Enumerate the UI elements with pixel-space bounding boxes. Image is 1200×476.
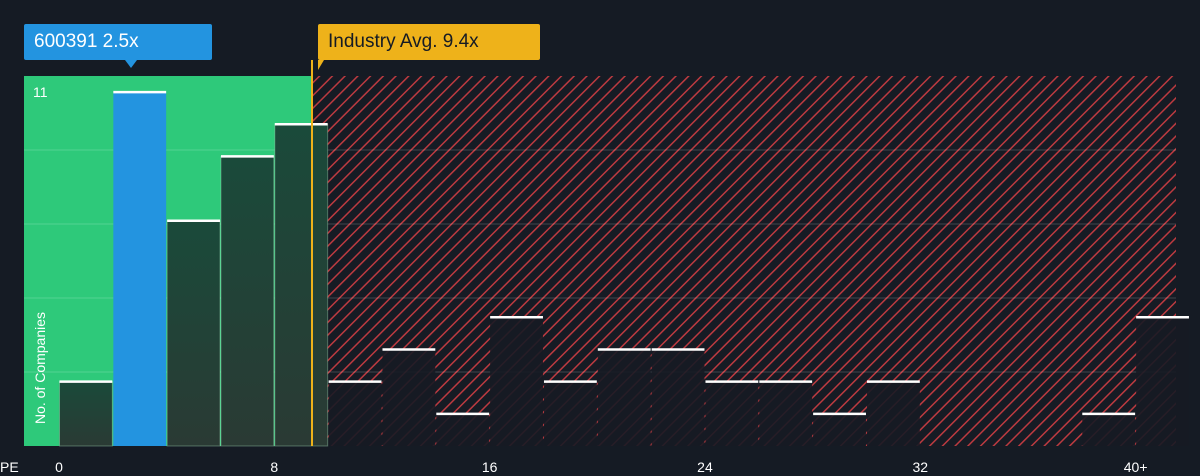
histogram-bar (866, 381, 920, 446)
histogram-bar (490, 317, 543, 446)
histogram-bar (166, 220, 221, 447)
histogram-bar (382, 349, 436, 446)
x-tick-label: 24 (697, 459, 713, 475)
histogram-bar (705, 381, 759, 446)
histogram-bar (651, 349, 705, 446)
histogram-bar (113, 92, 167, 446)
histogram-bar (813, 413, 866, 446)
histogram-bar (759, 381, 813, 446)
histogram-bar (274, 123, 329, 447)
x-axis-label: PE (0, 459, 19, 475)
histogram-bar (1136, 317, 1189, 446)
histogram-bar (1082, 413, 1136, 446)
histogram-bar (436, 413, 490, 446)
x-tick-label: 8 (270, 459, 278, 475)
x-tick-label: 40+ (1124, 459, 1148, 475)
x-tick-label: 0 (55, 459, 63, 475)
histogram-bar (543, 381, 597, 446)
y-axis-label: No. of Companies (32, 312, 48, 424)
x-tick-label: 16 (482, 459, 498, 475)
industry-callout-pointer (318, 60, 324, 70)
histogram-bar (597, 349, 651, 446)
y-tick-label: 11 (33, 84, 48, 100)
histogram-bar (220, 155, 275, 447)
histogram-bar (58, 381, 113, 447)
histogram-bar (328, 381, 382, 446)
x-tick-label: 32 (913, 459, 929, 475)
company-pe-callout: 600391 2.5x (24, 24, 212, 60)
industry-average-callout: Industry Avg. 9.4x (318, 24, 540, 60)
company-callout-pointer (125, 60, 137, 68)
